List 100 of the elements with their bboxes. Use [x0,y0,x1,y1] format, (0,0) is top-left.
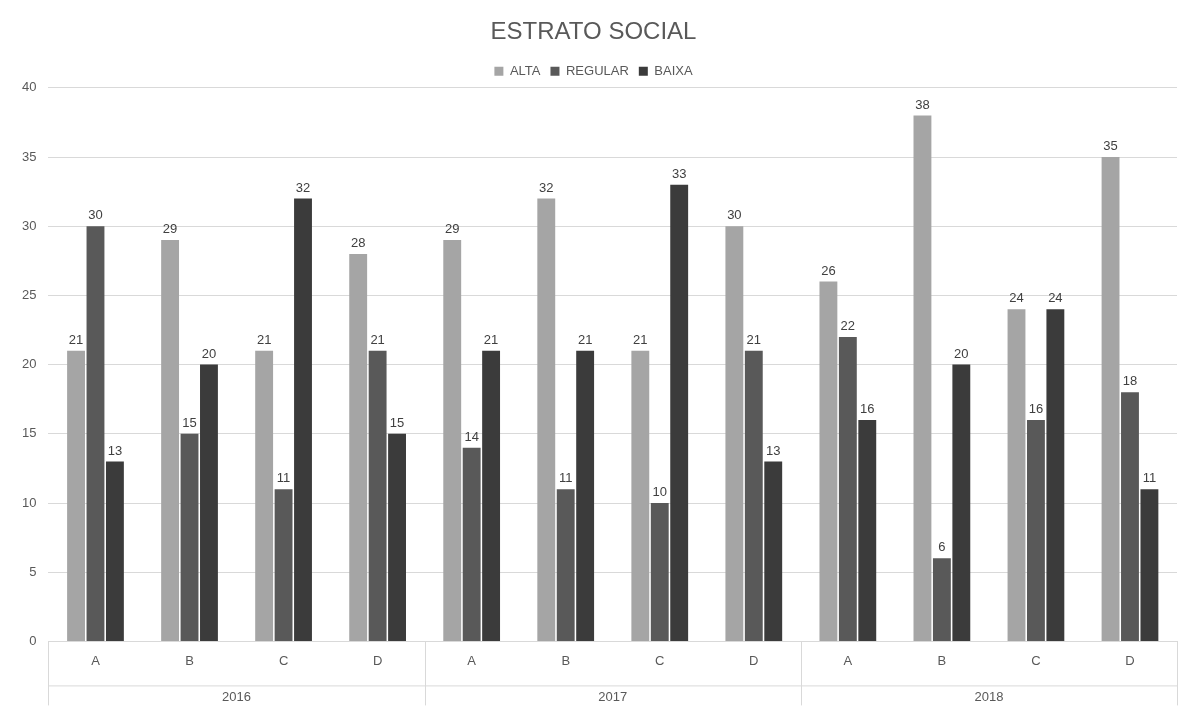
x-tick-label: A [467,652,477,668]
bar [1026,419,1045,641]
data-label: 10 [652,484,667,500]
y-tick-label: 30 [21,217,37,233]
data-label: 15 [182,414,197,430]
bar [838,336,857,641]
bar [1140,489,1159,641]
x-tick-label: C [1031,652,1041,668]
bar [650,503,669,641]
bar [482,350,501,641]
data-label: 21 [256,331,272,347]
y-tick-label: 35 [21,148,37,164]
legend-label: REGULAR [565,62,629,78]
bar [274,489,293,641]
bar [294,198,312,641]
x-tick-label: D [1125,652,1135,668]
bar [1121,392,1139,641]
data-label: 6 [938,539,946,555]
y-tick-label: 15 [21,425,37,441]
legend-label: ALTA [509,62,541,78]
bar [388,433,406,641]
x-tick-label: B [937,652,947,668]
data-label: 21 [483,331,499,347]
bar [858,419,877,641]
data-label: 26 [821,262,836,278]
y-tick-label: 10 [21,494,37,510]
bar [86,226,105,641]
bar [556,489,575,641]
data-label: 20 [954,345,969,361]
data-label: 21 [577,331,593,347]
y-tick-label: 0 [29,632,37,648]
x-tick-label: A [843,652,853,668]
bar [349,253,368,641]
bar [631,350,650,641]
bar [819,281,838,641]
bar [462,447,481,641]
x-tick-label: B [185,652,194,668]
bar [368,350,387,641]
legend-label: BAIXA [654,62,693,78]
data-label: 29 [444,221,460,237]
text: 2016 [222,688,252,704]
data-label: 11 [276,470,291,486]
data-label: 30 [727,207,742,223]
data-label: 16 [860,401,875,417]
x-tick-label: D [372,652,383,668]
data-label: 11 [558,470,573,486]
bar [764,461,783,641]
bar [105,461,124,641]
bar [537,198,556,641]
data-label: 24 [1009,290,1024,306]
data-label: 32 [295,179,311,195]
data-label: 18 [1122,373,1138,389]
data-label: 29 [162,221,178,237]
bar [913,115,932,641]
data-label: 28 [350,234,366,250]
data-label: 22 [840,318,856,333]
bar [67,350,85,641]
y-tick-label: 20 [21,356,37,372]
bar [1101,157,1120,641]
bar [670,184,689,641]
data-label: 21 [746,331,762,347]
bar [1046,309,1065,641]
chart-title: ESTRATO SOCIAL [490,17,697,45]
bar [725,226,744,641]
data-label: 15 [389,414,405,430]
bar [952,364,971,641]
x-tick-label: A [91,652,101,668]
data-label: 13 [107,442,123,458]
data-label: 30 [88,207,103,223]
bar [443,240,462,641]
y-tick-label: 25 [21,286,37,302]
data-label: 21 [370,331,385,347]
bar [161,240,180,641]
x-tick-label: C [655,652,665,668]
bar [180,433,199,641]
data-label: 24 [1048,290,1063,306]
data-label: 21 [68,331,84,347]
x-tick-label: B [561,652,571,668]
data-label: 32 [539,179,554,195]
data-label: 38 [915,96,930,112]
y-tick-label: 40 [21,79,37,95]
data-label: 14 [464,428,479,444]
bar [1007,309,1026,641]
y-tick-label: 5 [29,563,37,579]
data-label: 21 [633,331,648,347]
bar [255,350,274,641]
bar [744,350,763,641]
data-label: 35 [1103,138,1118,154]
data-label: 20 [201,345,217,361]
bar [932,558,951,641]
x-tick-label: C [278,652,289,668]
data-label: 33 [671,165,687,181]
data-label: 11 [1142,470,1157,486]
bar [200,364,218,641]
data-label: 16 [1028,401,1044,417]
data-label: 13 [766,442,781,458]
text: 2018 [974,688,1004,704]
bar [576,350,595,641]
text: 2017 [598,688,628,704]
x-tick-label: D [749,652,759,668]
